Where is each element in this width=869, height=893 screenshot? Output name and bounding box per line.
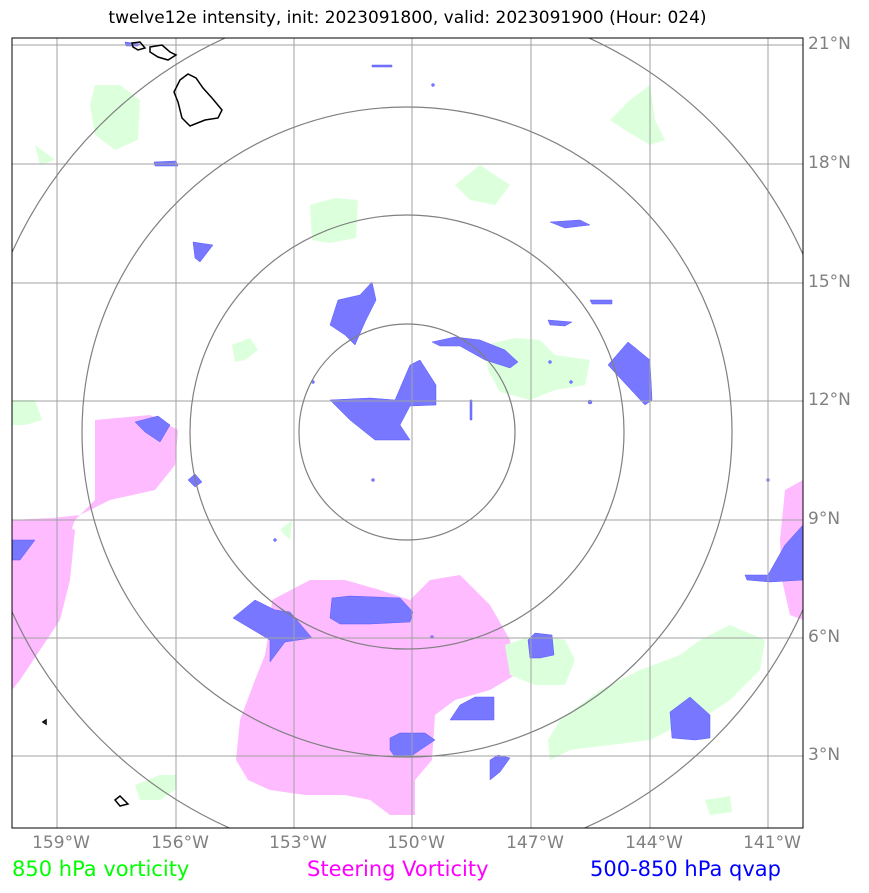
gridlines — [12, 38, 803, 828]
legend-850hpa-vorticity: 850 hPa vorticity — [12, 857, 190, 881]
lon-label-156w: 156°W — [151, 833, 209, 853]
vorticity-850-fill — [12, 85, 765, 815]
lat-label-12n: 12°N — [808, 390, 851, 410]
qvap-fill — [12, 41, 803, 781]
range-rings — [12, 38, 803, 828]
legend-steering-vorticity: Steering Vorticity — [307, 857, 489, 881]
lon-label-153w: 153°W — [269, 833, 327, 853]
lat-label-18n: 18°N — [808, 153, 851, 173]
lat-label-21n: 21°N — [808, 34, 851, 54]
legend-qvap: 500-850 hPa qvap — [590, 857, 781, 881]
lon-label-141w: 141°W — [743, 833, 801, 853]
coastline-hawaii — [41, 41, 223, 807]
lon-label-159w: 159°W — [32, 833, 90, 853]
lat-label-6n: 6°N — [808, 627, 841, 647]
plot-title: twelve12e intensity, init: 2023091800, v… — [108, 8, 707, 28]
lon-label-150w: 150°W — [387, 833, 445, 853]
lon-label-144w: 144°W — [625, 833, 683, 853]
lat-label-9n: 9°N — [808, 509, 841, 529]
plot-frame — [11, 37, 804, 829]
lat-label-3n: 3°N — [808, 745, 841, 765]
lat-label-15n: 15°N — [808, 272, 851, 292]
lon-label-147w: 147°W — [506, 833, 564, 853]
